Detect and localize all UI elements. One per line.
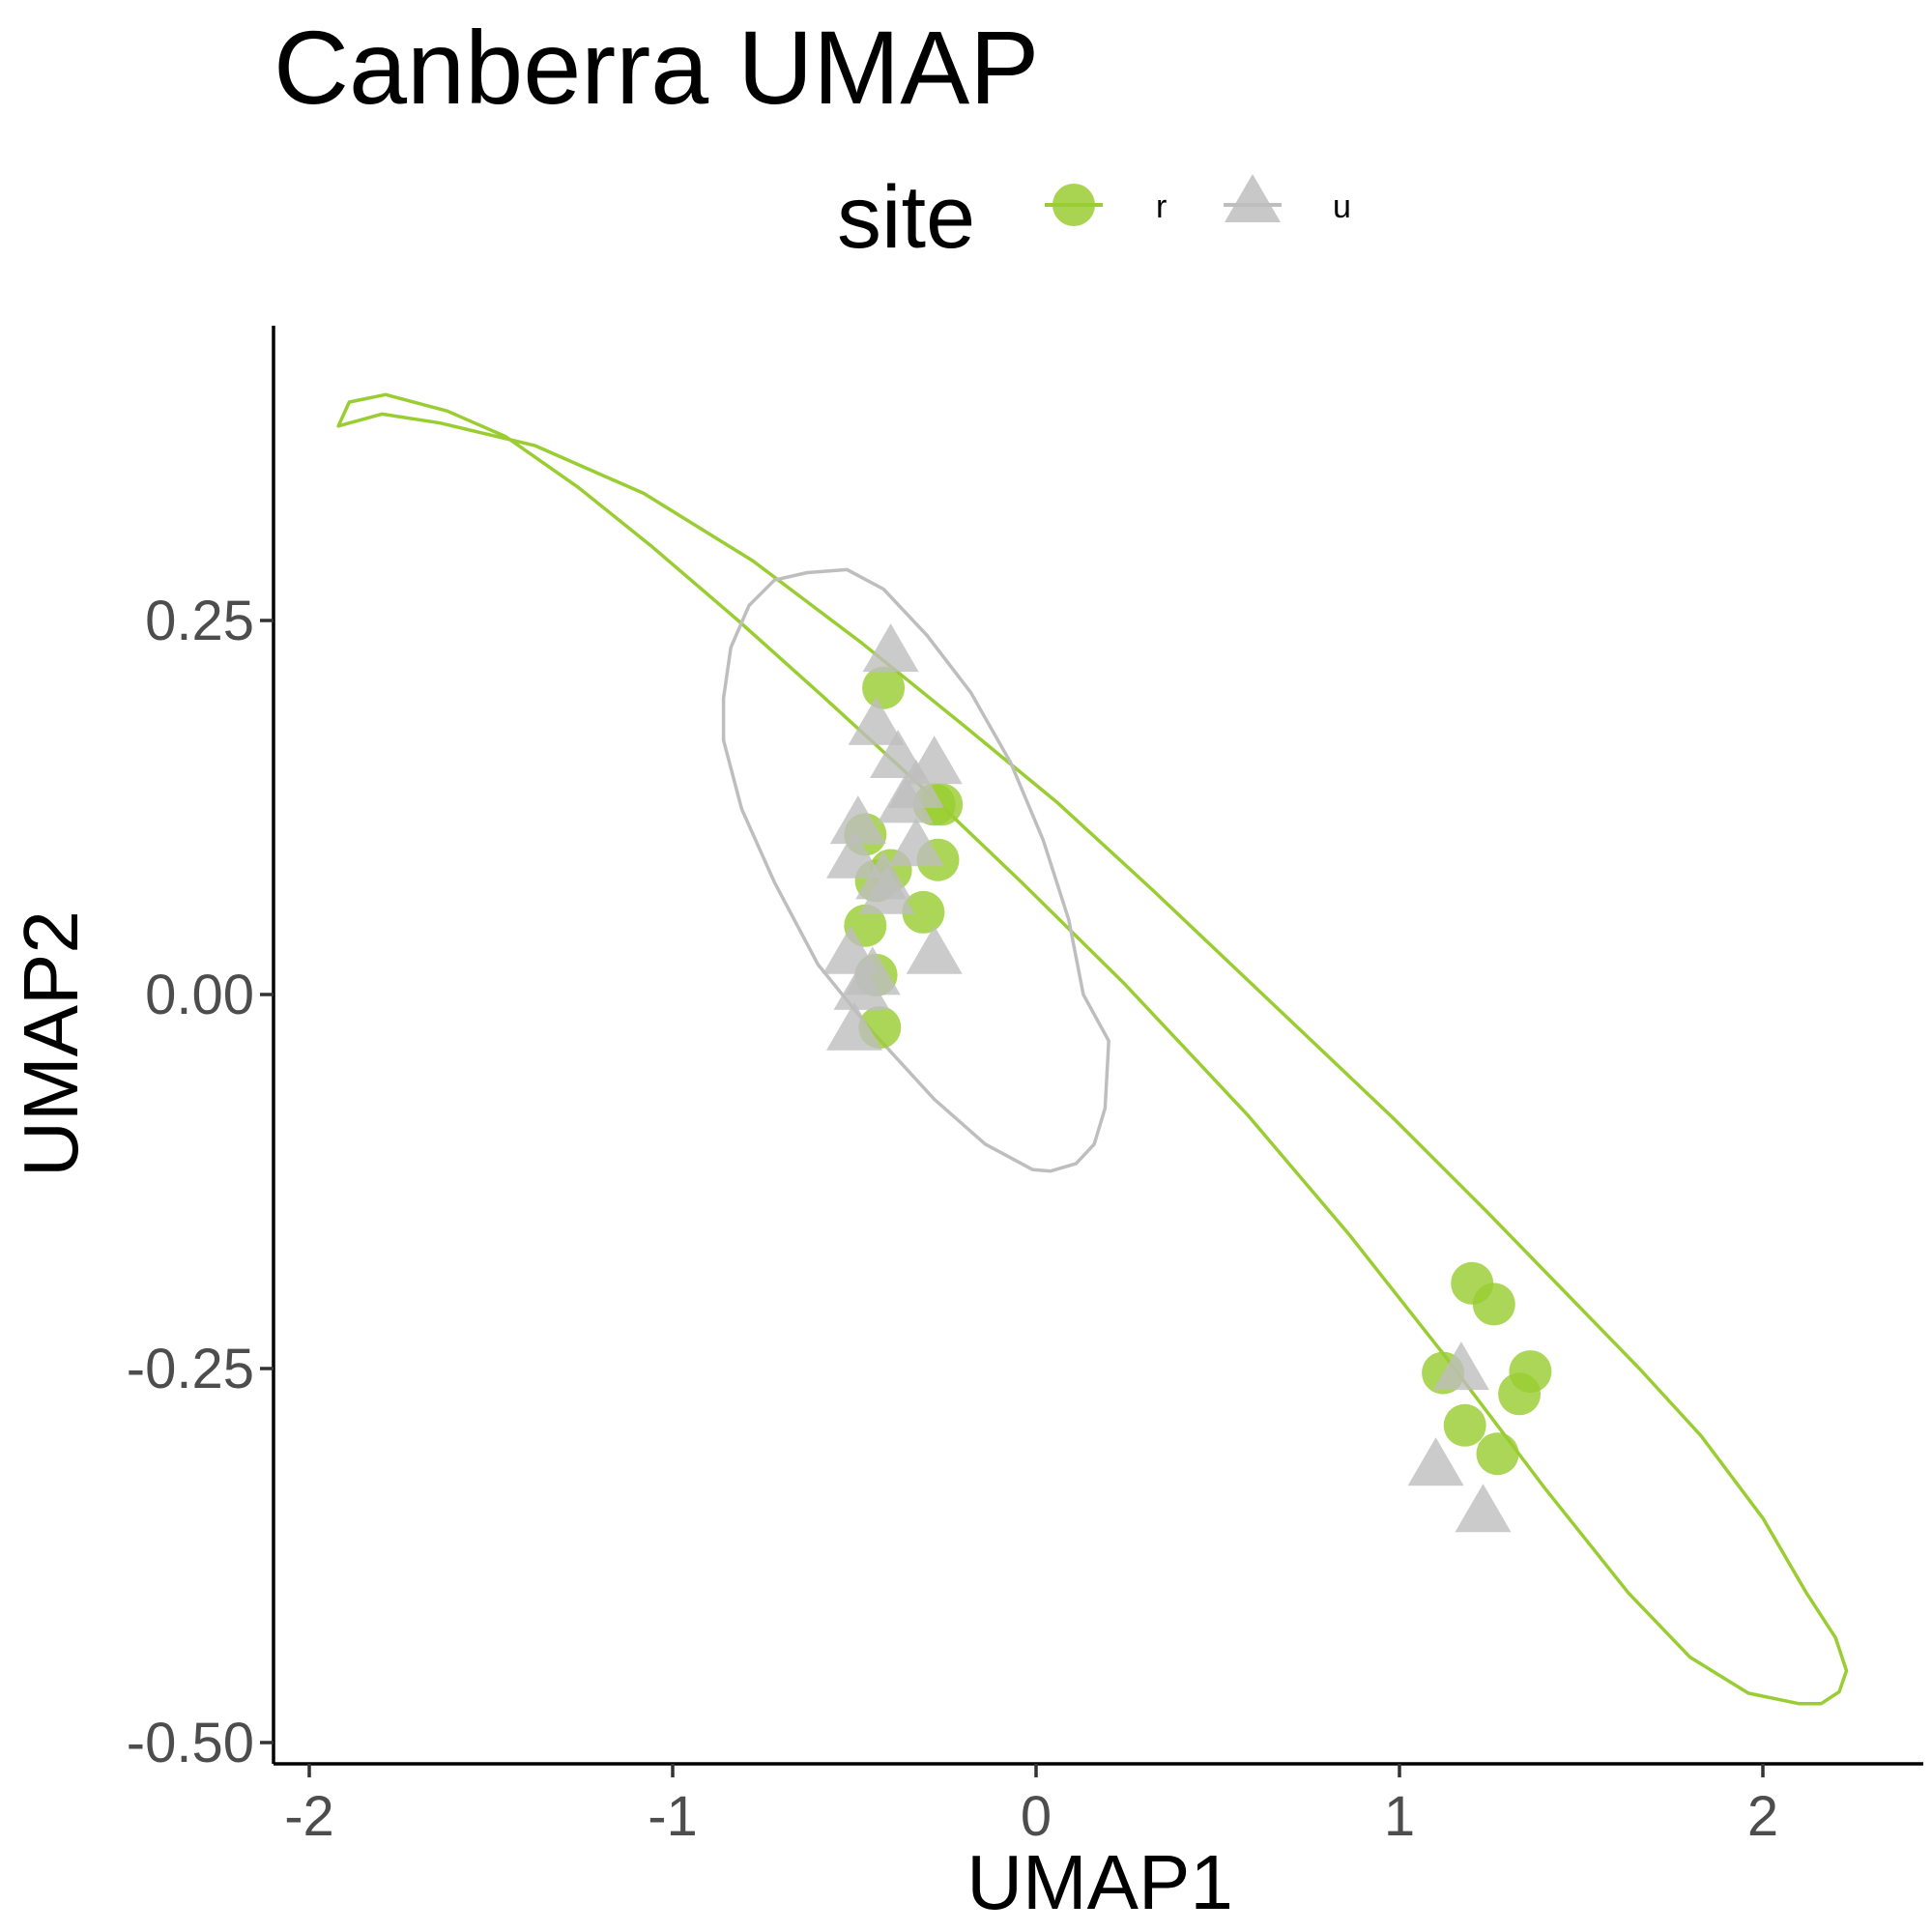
- x-tick-label-2: 0: [1021, 1785, 1052, 1848]
- legend-entry-r: r: [1045, 184, 1167, 226]
- legend-label-u: u: [1333, 188, 1351, 225]
- point-u-8: [826, 829, 882, 879]
- ellipse-r: [336, 392, 1849, 1706]
- x-tick-label-3: 1: [1384, 1785, 1415, 1848]
- point-u-15: [826, 1001, 882, 1051]
- y-axis-title: UMAP2: [8, 910, 94, 1177]
- legend-entry-u: u: [1224, 174, 1351, 225]
- point-u-16: [1432, 1341, 1489, 1391]
- point-u-1: [848, 696, 905, 745]
- point-u-0: [862, 623, 919, 673]
- legend-key-triangle-u: [1225, 174, 1281, 222]
- point-u-2: [870, 730, 927, 778]
- point-u-18: [1455, 1484, 1512, 1533]
- point-u-5: [877, 774, 934, 823]
- point-u-10: [858, 865, 915, 914]
- chart-title: Canberra UMAP: [274, 9, 1039, 126]
- x-tick-label-0: -2: [284, 1785, 334, 1848]
- point-u-17: [1407, 1437, 1464, 1486]
- point-r-17: [1476, 1432, 1519, 1476]
- x-tick-label-1: -1: [648, 1785, 698, 1848]
- axes: -2 -1 0 1 2 0.25 0.00 -0.25 -0.50: [127, 326, 1923, 1848]
- plot-area: [336, 392, 1849, 1706]
- legend-title: site: [837, 168, 975, 267]
- point-r-15: [1498, 1372, 1542, 1416]
- point-u-14: [833, 961, 890, 1010]
- x-axis-title: UMAP1: [966, 1839, 1233, 1925]
- legend-key-circle-r: [1053, 184, 1095, 226]
- y-tick-label-1: 0.00: [145, 964, 254, 1026]
- y-tick-label-0: 0.25: [145, 590, 254, 652]
- point-u-6: [829, 795, 886, 845]
- y-tick-label-3: -0.50: [127, 1712, 254, 1774]
- legend-label-r: r: [1156, 188, 1167, 225]
- legend: site r u: [837, 168, 1351, 267]
- point-r-16: [1443, 1403, 1486, 1447]
- point-u-7: [887, 818, 944, 867]
- point-r-12: [1472, 1283, 1515, 1326]
- x-tick-label-4: 2: [1747, 1785, 1778, 1848]
- point-r-7: [902, 890, 945, 934]
- point-u-11: [906, 925, 963, 974]
- point-r-0: [862, 666, 906, 709]
- ellipse-u: [721, 567, 1110, 1173]
- y-tick-label-2: -0.25: [127, 1338, 254, 1400]
